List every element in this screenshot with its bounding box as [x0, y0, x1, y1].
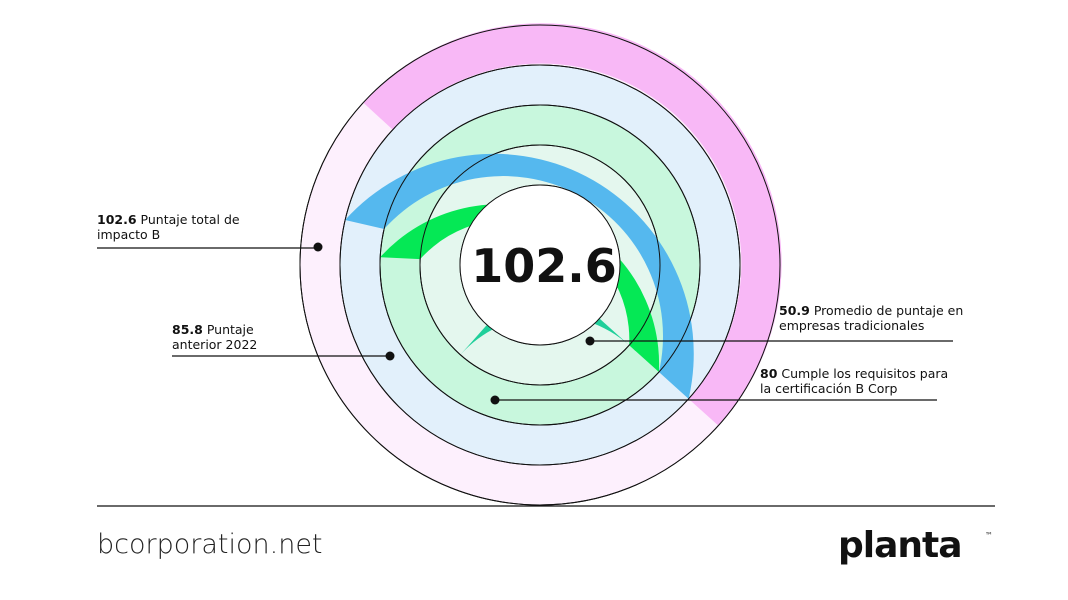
ring-outline	[339, 64, 741, 466]
annotation: 50.9 Promedio de puntaje en empresas tra…	[779, 303, 969, 333]
annotation-name: Cumple los requisitos para la certificac…	[760, 366, 949, 396]
ring-outline	[379, 104, 701, 426]
ring-outline	[419, 144, 661, 386]
annotation-value: 80	[760, 366, 778, 381]
source: bcorporation.net	[97, 529, 323, 560]
leader-dot	[490, 395, 500, 405]
brand-mark: ™	[985, 531, 993, 540]
leader-dot	[585, 336, 595, 346]
annotation-name: Promedio de puntaje en empresas tradicio…	[779, 303, 964, 333]
annotation-name: Puntaje anterior 2022	[172, 322, 258, 352]
leader-dot	[313, 242, 323, 252]
center-outline	[459, 184, 621, 346]
annotation-value: 50.9	[779, 303, 810, 318]
ring-outline	[299, 24, 781, 506]
annotation-value: 102.6	[97, 212, 137, 227]
annotation: 102.6 Puntaje total de impacto B	[97, 212, 257, 242]
radial-bar	[363, 23, 782, 426]
annotation-name: Puntaje total de impacto B	[97, 212, 240, 242]
brand: planta	[838, 525, 962, 566]
annotation: 85.8 Puntaje anterior 2022	[172, 322, 282, 352]
annotation-value: 85.8	[172, 322, 203, 337]
center-value: 102.6	[471, 239, 617, 293]
annotation: 80 Cumple los requisitos para la certifi…	[760, 366, 960, 396]
leader-dot	[385, 351, 395, 361]
